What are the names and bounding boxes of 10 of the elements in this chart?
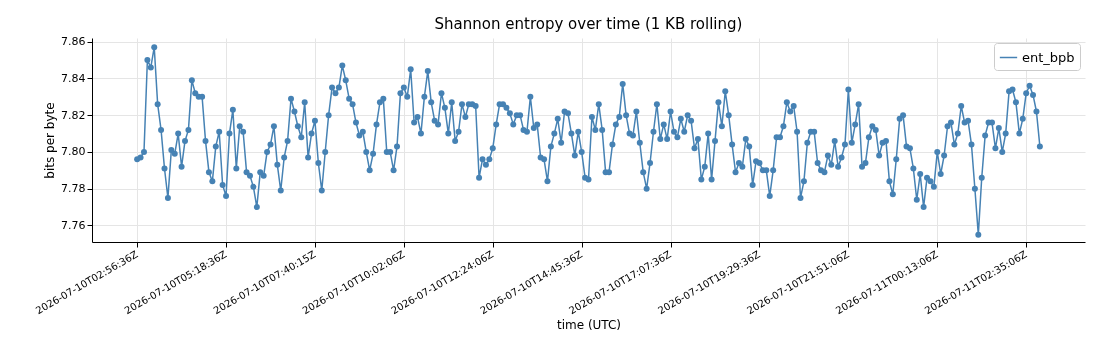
chart-title: Shannon entropy over time (1 KB rolling) bbox=[434, 14, 743, 33]
y-axis-title: bits per byte bbox=[43, 102, 58, 179]
y-tick-label: 7.78 bbox=[61, 182, 86, 196]
legend-label: ent_bpb bbox=[1022, 49, 1075, 65]
y-tick-label: 7.82 bbox=[61, 108, 86, 122]
y-tick-label: 7.80 bbox=[61, 145, 86, 159]
y-tick-label: 7.76 bbox=[61, 218, 86, 232]
y-tick-label: 7.86 bbox=[61, 35, 86, 49]
y-tick-label: 7.84 bbox=[61, 71, 86, 85]
x-axis-title: time (UTC) bbox=[556, 318, 622, 333]
